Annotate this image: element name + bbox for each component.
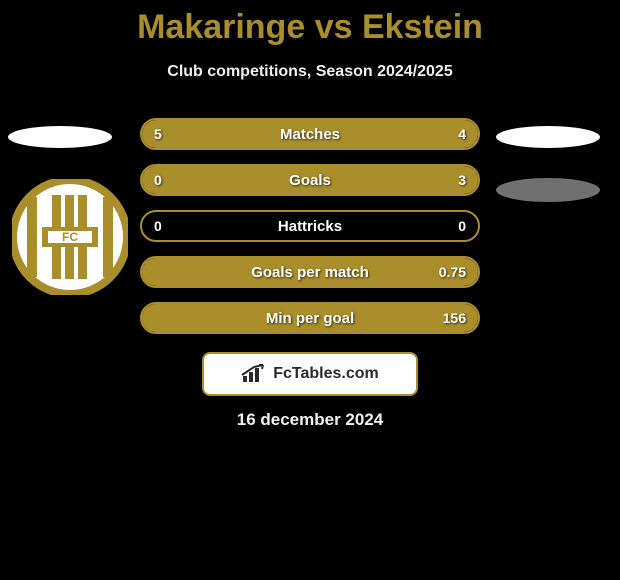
right-accent-oval-2 <box>496 178 600 202</box>
chart-icon <box>241 364 267 384</box>
stat-label: Min per goal <box>266 310 354 327</box>
date-text: 16 december 2024 <box>0 410 620 430</box>
svg-text:FC: FC <box>62 230 78 244</box>
subtitle: Club competitions, Season 2024/2025 <box>0 63 620 81</box>
stat-left-value: 0 <box>154 172 162 188</box>
stat-label: Matches <box>280 126 340 143</box>
stat-fill-right <box>327 120 478 148</box>
stat-row: Goals per match 0.75 <box>140 256 480 288</box>
stat-right-value: 4 <box>458 126 466 142</box>
stat-rows-container: 5 Matches 4 0 Goals 3 0 Hattricks 0 Goals per mat… <box>140 118 480 348</box>
stat-row: 0 Hattricks 0 <box>140 210 480 242</box>
club-logo: FC <box>12 179 128 295</box>
left-accent-oval <box>8 126 112 148</box>
stat-right-value: 156 <box>443 310 466 326</box>
footer-brand-text: FcTables.com <box>273 365 379 383</box>
stat-right-value: 0.75 <box>439 264 466 280</box>
stat-right-value: 0 <box>458 218 466 234</box>
player-left-name: Makaringe <box>137 8 305 46</box>
stat-label: Goals <box>289 172 331 189</box>
comparison-title: Makaringe vs Ekstein <box>0 0 620 47</box>
player-right-name: Ekstein <box>362 8 483 46</box>
stat-label: Goals per match <box>251 264 369 281</box>
title-vs: vs <box>315 8 353 46</box>
stat-right-value: 3 <box>458 172 466 188</box>
stat-row: 5 Matches 4 <box>140 118 480 150</box>
stat-left-value: 5 <box>154 126 162 142</box>
stat-row: Min per goal 156 <box>140 302 480 334</box>
right-accent-oval-1 <box>496 126 600 148</box>
footer-brand-box[interactable]: FcTables.com <box>202 352 418 396</box>
stat-row: 0 Goals 3 <box>140 164 480 196</box>
stat-left-value: 0 <box>154 218 162 234</box>
stat-label: Hattricks <box>278 218 342 235</box>
